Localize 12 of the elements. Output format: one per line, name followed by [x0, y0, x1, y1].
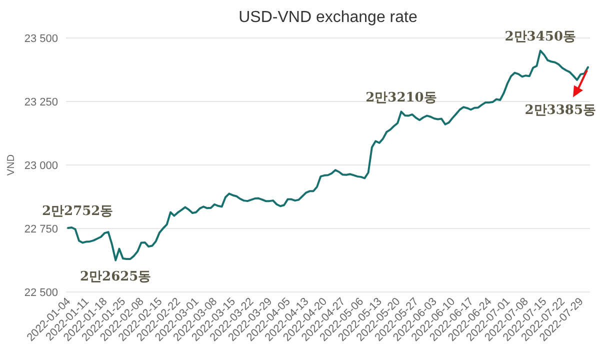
- y-tick-label: 23 250: [24, 96, 58, 108]
- y-axis-title: VND: [6, 154, 17, 176]
- y-tick-label: 22 500: [24, 287, 58, 299]
- annotation: 2만2752동: [42, 204, 114, 219]
- y-tick-label: 22 750: [24, 224, 58, 236]
- annotation: 2만3385동: [524, 103, 596, 118]
- y-tick-label: 23 000: [24, 160, 58, 172]
- chart-title: USD-VND exchange rate: [238, 9, 418, 26]
- annotation: 2만2625동: [80, 269, 152, 284]
- y-tick-label: 23 500: [24, 33, 58, 45]
- annotation: 2만3450동: [504, 30, 576, 45]
- annotation: 2만3210동: [366, 90, 437, 106]
